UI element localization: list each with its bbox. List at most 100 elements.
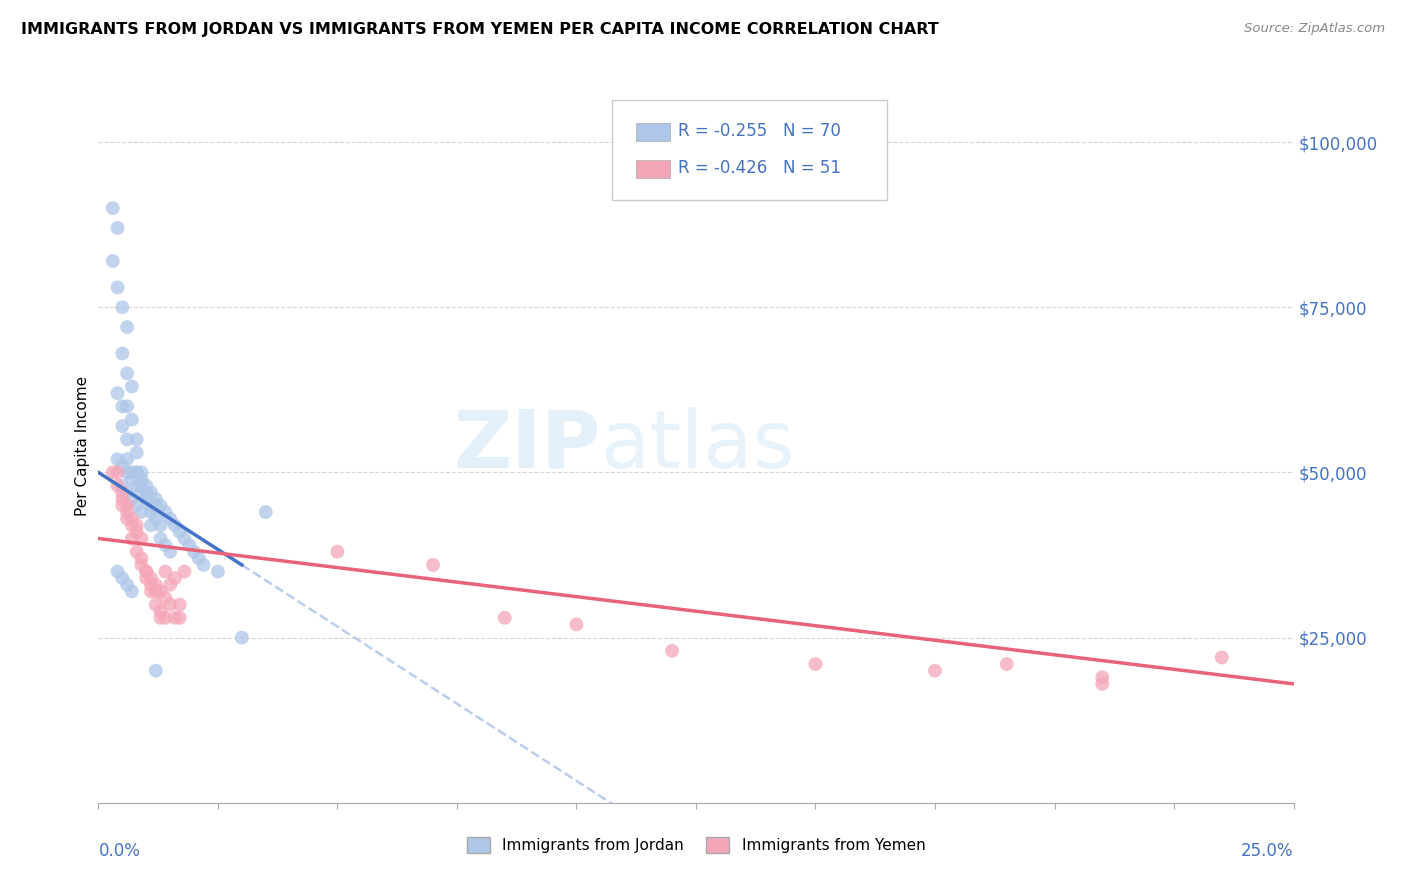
- Point: [125, 466, 148, 480]
- Point: [145, 491, 167, 506]
- Point: [101, 466, 124, 480]
- Point: [115, 466, 138, 480]
- Text: R = -0.255   N = 70: R = -0.255 N = 70: [678, 121, 841, 139]
- Point: [149, 499, 172, 513]
- Point: [115, 320, 138, 334]
- Point: [121, 379, 143, 393]
- Point: [163, 571, 186, 585]
- Point: [207, 565, 229, 579]
- Point: [145, 598, 167, 612]
- Point: [131, 505, 153, 519]
- Point: [131, 466, 153, 480]
- Point: [135, 491, 157, 506]
- Point: [1211, 650, 1233, 665]
- Text: 0.0%: 0.0%: [98, 842, 141, 860]
- Point: [125, 445, 148, 459]
- Point: [139, 571, 162, 585]
- Point: [422, 558, 444, 572]
- Point: [121, 472, 143, 486]
- Point: [135, 478, 157, 492]
- Point: [125, 499, 148, 513]
- Point: [149, 611, 172, 625]
- Point: [139, 578, 162, 592]
- Point: [107, 452, 129, 467]
- Point: [131, 472, 153, 486]
- Point: [169, 524, 191, 539]
- Point: [121, 584, 143, 599]
- Point: [169, 611, 191, 625]
- Point: [131, 485, 153, 500]
- Point: [155, 538, 177, 552]
- Point: [125, 545, 148, 559]
- Point: [111, 499, 134, 513]
- Point: [183, 545, 205, 559]
- Point: [155, 591, 177, 605]
- Point: [155, 611, 177, 625]
- Point: [139, 485, 162, 500]
- Point: [179, 538, 201, 552]
- Point: [145, 511, 167, 525]
- Point: [111, 419, 134, 434]
- Point: [115, 499, 138, 513]
- Point: [193, 558, 215, 572]
- Point: [231, 631, 253, 645]
- Point: [111, 478, 134, 492]
- Point: [111, 346, 134, 360]
- Point: [924, 664, 946, 678]
- Text: Source: ZipAtlas.com: Source: ZipAtlas.com: [1244, 22, 1385, 36]
- Bar: [637, 160, 669, 178]
- Point: [115, 578, 138, 592]
- Legend: Immigrants from Jordan, Immigrants from Yemen: Immigrants from Jordan, Immigrants from …: [461, 831, 931, 859]
- Point: [121, 511, 143, 525]
- Point: [125, 518, 148, 533]
- Point: [494, 611, 516, 625]
- Point: [111, 400, 134, 414]
- Point: [139, 518, 162, 533]
- Text: IMMIGRANTS FROM JORDAN VS IMMIGRANTS FROM YEMEN PER CAPITA INCOME CORRELATION CH: IMMIGRANTS FROM JORDAN VS IMMIGRANTS FRO…: [21, 22, 939, 37]
- Point: [125, 478, 148, 492]
- Point: [163, 611, 186, 625]
- Point: [149, 518, 172, 533]
- Text: atlas: atlas: [600, 407, 794, 485]
- Point: [173, 532, 195, 546]
- Y-axis label: Per Capita Income: Per Capita Income: [75, 376, 90, 516]
- Point: [115, 400, 138, 414]
- Point: [121, 491, 143, 506]
- Point: [155, 565, 177, 579]
- Point: [115, 485, 138, 500]
- Point: [149, 584, 172, 599]
- Point: [121, 412, 143, 426]
- Point: [159, 511, 181, 525]
- Point: [135, 571, 157, 585]
- Bar: [637, 123, 669, 141]
- Point: [107, 478, 129, 492]
- Point: [115, 452, 138, 467]
- Point: [145, 584, 167, 599]
- Point: [326, 545, 349, 559]
- Point: [111, 300, 134, 314]
- Point: [121, 518, 143, 533]
- Point: [145, 499, 167, 513]
- Point: [1091, 670, 1114, 684]
- Point: [131, 478, 153, 492]
- Point: [135, 565, 157, 579]
- Point: [101, 254, 124, 268]
- FancyBboxPatch shape: [613, 100, 887, 200]
- Point: [661, 644, 683, 658]
- Point: [125, 433, 148, 447]
- Point: [111, 485, 134, 500]
- Point: [131, 558, 153, 572]
- Point: [135, 485, 157, 500]
- Point: [159, 545, 181, 559]
- Point: [565, 617, 588, 632]
- Point: [111, 491, 134, 506]
- Point: [135, 565, 157, 579]
- Point: [995, 657, 1018, 671]
- Point: [131, 532, 153, 546]
- Point: [169, 598, 191, 612]
- Point: [101, 201, 124, 215]
- Point: [131, 551, 153, 566]
- Point: [107, 565, 129, 579]
- Point: [135, 491, 157, 506]
- Point: [149, 604, 172, 618]
